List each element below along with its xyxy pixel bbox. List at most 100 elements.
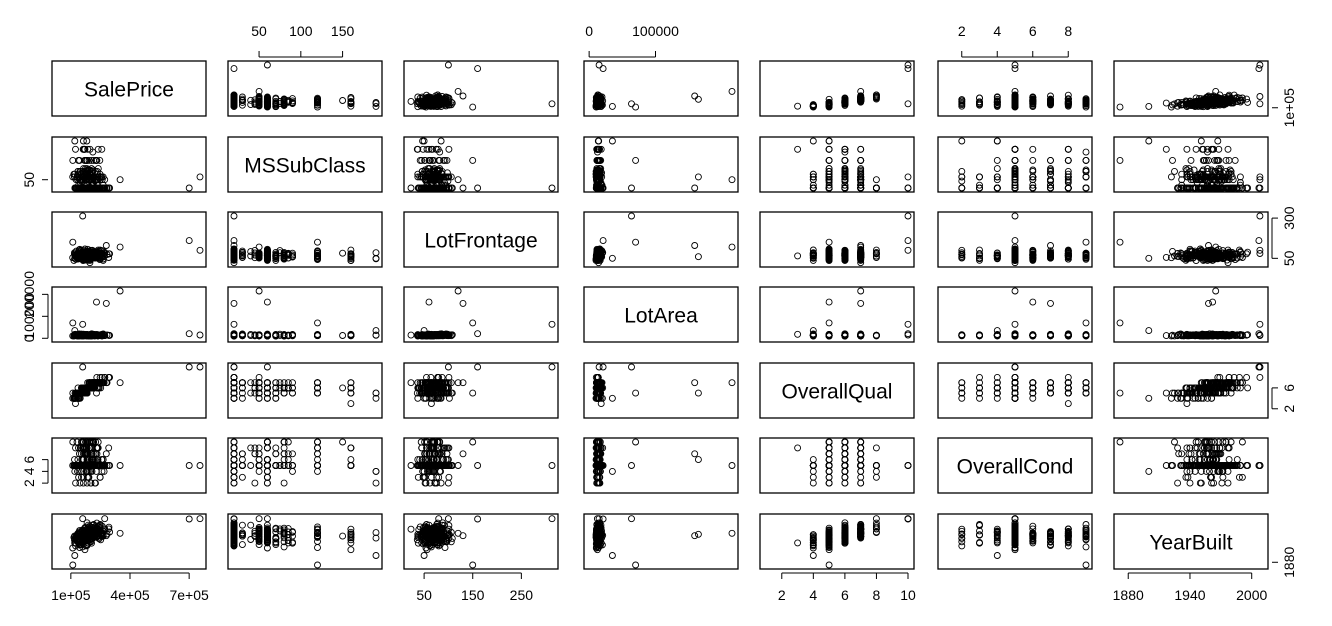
data-point — [263, 61, 271, 69]
data-point — [436, 97, 444, 105]
data-point — [251, 96, 259, 104]
data-point — [420, 102, 428, 110]
data-point — [435, 99, 443, 107]
variable-label-LotFrontage: LotFrontage — [424, 230, 537, 253]
data-point — [238, 101, 246, 109]
data-point — [102, 242, 110, 249]
data-point — [289, 95, 296, 103]
data-point — [872, 176, 880, 184]
data-point — [1082, 184, 1090, 192]
data-point — [958, 184, 966, 192]
data-point — [445, 101, 453, 109]
data-point — [272, 97, 280, 105]
data-point — [1256, 212, 1264, 220]
data-point — [728, 176, 736, 184]
data-point — [1029, 145, 1037, 153]
data-point — [976, 173, 983, 181]
panel-LotFrontage-YearBuilt — [1113, 211, 1269, 268]
data-point — [632, 103, 640, 111]
data-point — [1183, 145, 1191, 153]
data-point — [347, 99, 355, 107]
data-point — [1224, 145, 1232, 153]
data-point — [1231, 156, 1239, 164]
data-point — [1236, 173, 1244, 181]
data-point — [904, 184, 912, 192]
data-point — [993, 137, 1001, 145]
data-point — [280, 96, 288, 104]
panel-frame — [51, 60, 207, 117]
data-point — [196, 173, 204, 181]
data-point — [825, 137, 833, 145]
data-point — [196, 246, 204, 254]
panel-SalePrice-OverallCond — [937, 60, 1093, 117]
data-point — [407, 184, 415, 192]
data-point — [314, 238, 321, 246]
data-point — [825, 145, 833, 153]
data-point — [1171, 167, 1178, 175]
data-point — [1256, 100, 1264, 108]
data-point — [314, 99, 321, 107]
data-point — [608, 254, 616, 262]
data-point — [1011, 156, 1019, 164]
data-point — [1145, 102, 1153, 110]
data-point — [69, 238, 77, 246]
panel-LotFrontage-OverallCond — [937, 211, 1093, 268]
data-point — [608, 137, 616, 145]
panel-LotFrontage-LotArea — [583, 211, 739, 268]
data-point — [628, 100, 635, 108]
data-point — [71, 137, 79, 145]
data-point — [255, 93, 263, 100]
data-point — [691, 184, 699, 192]
data-point — [608, 102, 616, 110]
panel-SalePrice-LotArea — [583, 60, 739, 117]
panel-MSSubClass-MSSubClass: MSSubClass — [227, 136, 383, 193]
data-point — [72, 145, 79, 153]
data-point — [230, 65, 238, 73]
data-point — [442, 93, 450, 101]
panel-frame — [583, 136, 739, 193]
data-point — [1255, 237, 1263, 245]
data-point — [263, 98, 271, 106]
data-point — [436, 95, 444, 103]
data-point — [904, 237, 912, 245]
data-point — [632, 238, 640, 246]
data-point — [454, 87, 462, 95]
data-point — [599, 237, 607, 245]
data-point — [794, 102, 802, 110]
data-point — [857, 145, 865, 153]
panel-SalePrice-MSSubClass — [227, 60, 383, 117]
panel-LotArea-SalePrice — [51, 286, 207, 343]
data-point — [263, 95, 271, 103]
data-point — [857, 177, 865, 185]
data-point — [454, 176, 462, 184]
data-point — [272, 103, 280, 111]
data-point — [255, 95, 263, 103]
data-point — [469, 156, 477, 164]
data-point — [372, 102, 380, 110]
data-point — [1029, 156, 1037, 164]
data-point — [1082, 166, 1090, 174]
data-point — [694, 173, 702, 181]
data-point — [459, 92, 467, 100]
data-point — [116, 176, 124, 184]
variable-label-MSSubClass: MSSubClass — [244, 155, 365, 178]
data-point — [694, 95, 702, 103]
data-point — [1011, 212, 1019, 220]
data-point — [185, 237, 193, 245]
data-point — [263, 93, 271, 101]
data-point — [247, 248, 255, 256]
data-point — [372, 249, 380, 257]
data-point — [993, 165, 1001, 173]
data-point — [1214, 137, 1222, 145]
panel-frame — [583, 60, 739, 117]
data-point — [255, 102, 263, 109]
data-point — [230, 92, 238, 100]
data-point — [1064, 145, 1072, 153]
data-point — [459, 184, 467, 192]
data-point — [445, 145, 453, 153]
data-point — [1187, 156, 1195, 164]
panel-SalePrice-SalePrice: SalePrice — [51, 60, 207, 117]
data-point — [474, 65, 482, 73]
data-point — [339, 97, 347, 104]
data-point — [1162, 99, 1170, 107]
